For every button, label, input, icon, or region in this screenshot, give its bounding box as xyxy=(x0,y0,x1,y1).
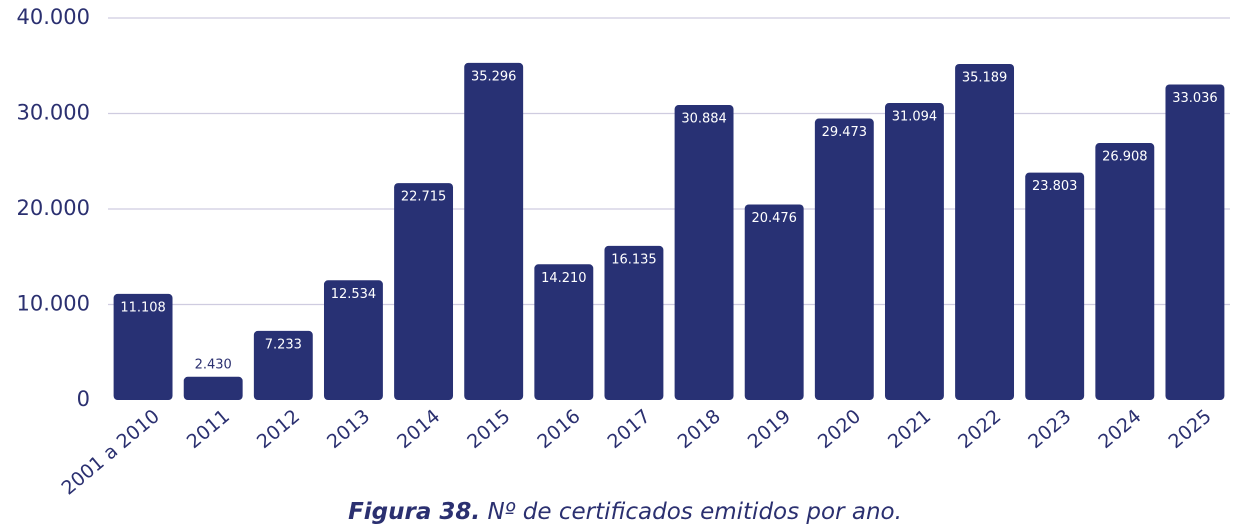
bar xyxy=(604,245,664,400)
value-label: 23.803 xyxy=(1032,179,1078,194)
value-label: 11.108 xyxy=(120,300,166,315)
bar xyxy=(1165,84,1225,401)
x-tick-label: 2025 xyxy=(1165,405,1216,453)
bar xyxy=(253,330,313,400)
value-label: 7.233 xyxy=(265,337,302,352)
x-tick-label: 2021 xyxy=(884,405,935,453)
bar xyxy=(674,105,734,400)
value-label: 2.430 xyxy=(195,357,232,372)
caption: Figura 38. Nº de certificados emitidos p… xyxy=(348,499,902,525)
y-tick-label: 20.000 xyxy=(17,196,90,220)
bar xyxy=(884,103,944,400)
x-tick-label: 2022 xyxy=(954,405,1005,453)
x-tick-label: 2012 xyxy=(253,405,304,453)
x-tick-label: 2020 xyxy=(814,405,865,453)
caption-label: Figura 38. xyxy=(348,499,480,525)
value-label: 33.036 xyxy=(1172,91,1218,106)
value-label: 35.189 xyxy=(962,70,1008,85)
x-tick-label: 2015 xyxy=(463,405,514,453)
value-label: 26.908 xyxy=(1102,150,1148,165)
bar xyxy=(1025,172,1085,400)
y-tick-label: 30.000 xyxy=(17,101,90,125)
bar xyxy=(183,376,243,400)
x-tick-label: 2016 xyxy=(533,405,584,453)
caption-text: Nº de certificados emitidos por ano. xyxy=(487,499,901,525)
x-tick-label: 2001 a 2010 xyxy=(57,405,163,499)
value-label: 31.094 xyxy=(892,110,938,125)
y-tick-label: 40.000 xyxy=(17,5,90,29)
value-label: 35.296 xyxy=(471,69,517,84)
x-tick-label: 2018 xyxy=(674,405,725,453)
bar xyxy=(744,204,804,400)
value-label: 29.473 xyxy=(822,125,868,140)
bar xyxy=(534,264,594,400)
x-tick-label: 2017 xyxy=(604,405,655,453)
bar xyxy=(394,183,454,400)
value-label: 16.135 xyxy=(611,252,657,267)
value-label: 22.715 xyxy=(401,190,447,205)
x-tick-label: 2011 xyxy=(183,405,234,453)
value-label: 30.884 xyxy=(681,112,727,127)
bar xyxy=(1095,143,1155,400)
value-label: 20.476 xyxy=(751,211,797,226)
value-label: 14.210 xyxy=(541,271,587,286)
bar xyxy=(113,293,173,400)
x-tick-label: 2019 xyxy=(744,405,795,453)
bar xyxy=(464,62,524,401)
bar xyxy=(955,63,1015,401)
y-tick-label: 10.000 xyxy=(17,292,90,316)
bar xyxy=(323,280,383,400)
x-tick-label: 2024 xyxy=(1094,405,1145,453)
value-label: 12.534 xyxy=(331,287,377,302)
x-tick-label: 2014 xyxy=(393,405,444,453)
bar xyxy=(814,118,874,401)
y-tick-label: 0 xyxy=(77,387,90,411)
x-tick-label: 2013 xyxy=(323,405,374,453)
x-tick-label: 2023 xyxy=(1024,405,1075,453)
